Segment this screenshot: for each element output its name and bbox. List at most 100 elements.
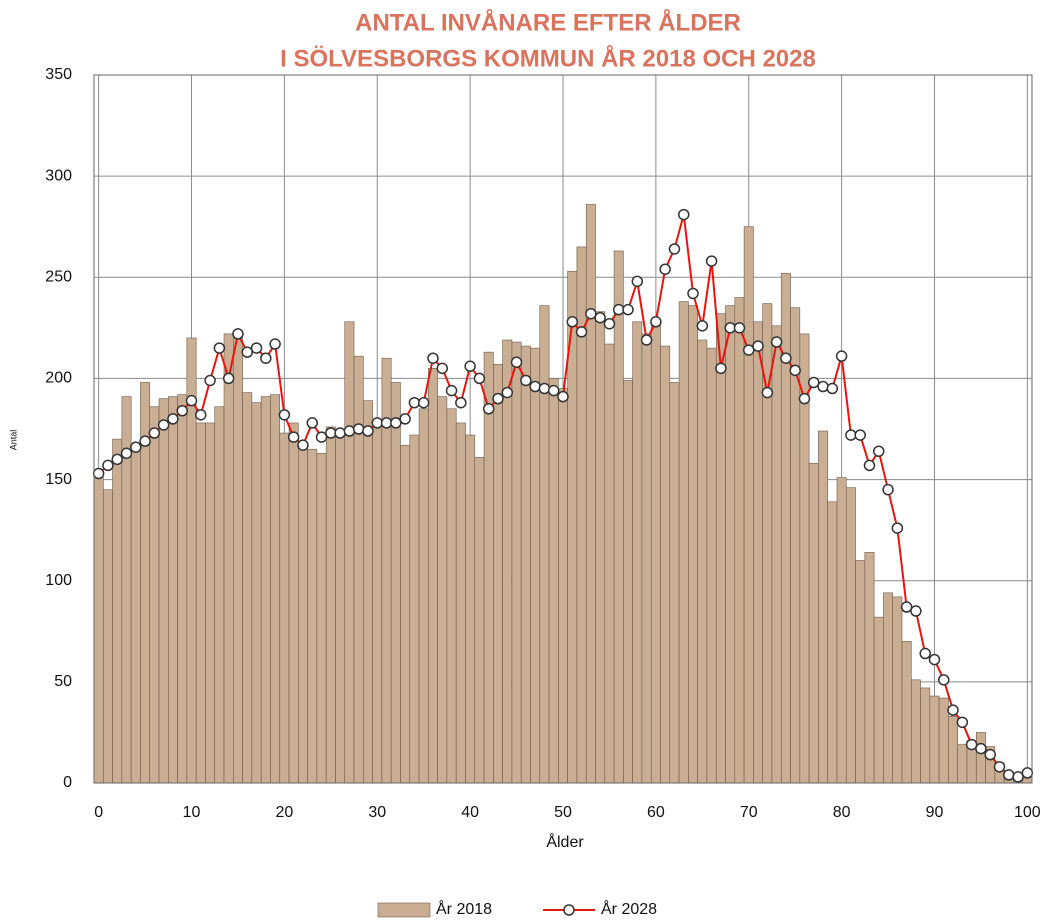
bar: [641, 333, 652, 784]
marker: [928, 653, 941, 666]
bar: [307, 448, 318, 784]
x-tick-label: 100: [1014, 804, 1041, 821]
marker: [761, 386, 774, 399]
bar: [195, 422, 206, 784]
marker: [566, 316, 579, 328]
marker: [835, 350, 848, 362]
marker: [157, 419, 170, 431]
bar: [920, 687, 931, 784]
bar: [530, 347, 541, 784]
bar: [808, 463, 819, 784]
legend-label: År 2028: [601, 899, 657, 918]
marker: [910, 605, 922, 617]
marker: [956, 716, 969, 729]
marker: [278, 409, 291, 421]
y-tick-label: 300: [45, 167, 72, 184]
marker: [343, 425, 356, 437]
x-tick-label: 20: [275, 804, 293, 821]
bar: [753, 321, 763, 784]
x-tick-label: 40: [461, 804, 479, 821]
plot-border: [93, 74, 1033, 784]
marker: [315, 431, 328, 443]
bar: [428, 368, 438, 784]
y-tick-label: 200: [45, 370, 72, 387]
marker: [854, 429, 866, 441]
marker: [780, 352, 792, 364]
marker: [1021, 767, 1034, 779]
marker: [111, 453, 123, 466]
bar: [158, 398, 169, 784]
marker: [325, 427, 337, 439]
marker: [891, 522, 904, 534]
marker: [139, 435, 151, 447]
y-tick-label: 150: [45, 471, 72, 488]
marker: [631, 275, 644, 288]
bar: [771, 325, 782, 784]
marker: [798, 392, 811, 405]
bar: [167, 396, 178, 784]
bar: [948, 715, 959, 784]
marker: [742, 344, 755, 356]
bar: [650, 323, 661, 784]
bar: [223, 333, 234, 784]
bar: [873, 616, 884, 784]
bar: [93, 473, 104, 784]
bar: [270, 394, 281, 784]
bar: [325, 426, 336, 784]
marker: [687, 287, 699, 300]
x-tick-label: 50: [554, 804, 572, 821]
marker: [594, 311, 606, 324]
bar: [957, 744, 968, 784]
bar: [335, 434, 346, 784]
y-tick-label: 350: [45, 66, 72, 83]
marker: [789, 364, 801, 377]
marker: [612, 303, 625, 316]
bar: [929, 695, 940, 784]
marker: [752, 340, 764, 352]
legend-label: År 2018: [436, 899, 492, 918]
marker: [130, 441, 142, 453]
bar: [901, 641, 912, 784]
marker: [724, 322, 736, 334]
bar: [372, 422, 383, 784]
bar: [344, 321, 355, 784]
marker: [102, 459, 114, 472]
chart-subtitle: I SÖLVESBORGS KOMMUN ÅR 2018 OCH 2028: [280, 44, 816, 72]
marker: [204, 374, 216, 387]
marker: [975, 742, 987, 755]
bar: [678, 301, 689, 784]
marker: [696, 320, 709, 332]
bar: [660, 345, 671, 784]
bar: [390, 382, 401, 784]
marker: [808, 376, 820, 389]
bar: [734, 297, 745, 784]
marker: [195, 409, 207, 421]
bar: [455, 422, 466, 784]
marker: [352, 423, 365, 435]
marker: [501, 386, 514, 399]
marker: [659, 263, 671, 275]
x-tick-label: 90: [926, 804, 944, 821]
marker: [417, 396, 430, 409]
x-tick-label: 60: [647, 804, 665, 821]
bar: [418, 408, 429, 784]
marker: [269, 338, 281, 350]
marker: [297, 439, 309, 451]
bar: [483, 351, 494, 784]
marker: [464, 360, 476, 373]
bar: [279, 432, 290, 784]
marker: [167, 413, 179, 425]
bar: [465, 434, 476, 784]
marker: [148, 427, 161, 439]
bar: [604, 343, 615, 784]
bar: [288, 422, 299, 784]
bar: [437, 396, 448, 784]
marker: [547, 384, 560, 397]
bar: [688, 305, 698, 784]
bar: [883, 592, 893, 784]
marker: [445, 384, 458, 397]
marker: [455, 396, 467, 409]
bar: [938, 697, 949, 784]
bar: [112, 438, 123, 784]
